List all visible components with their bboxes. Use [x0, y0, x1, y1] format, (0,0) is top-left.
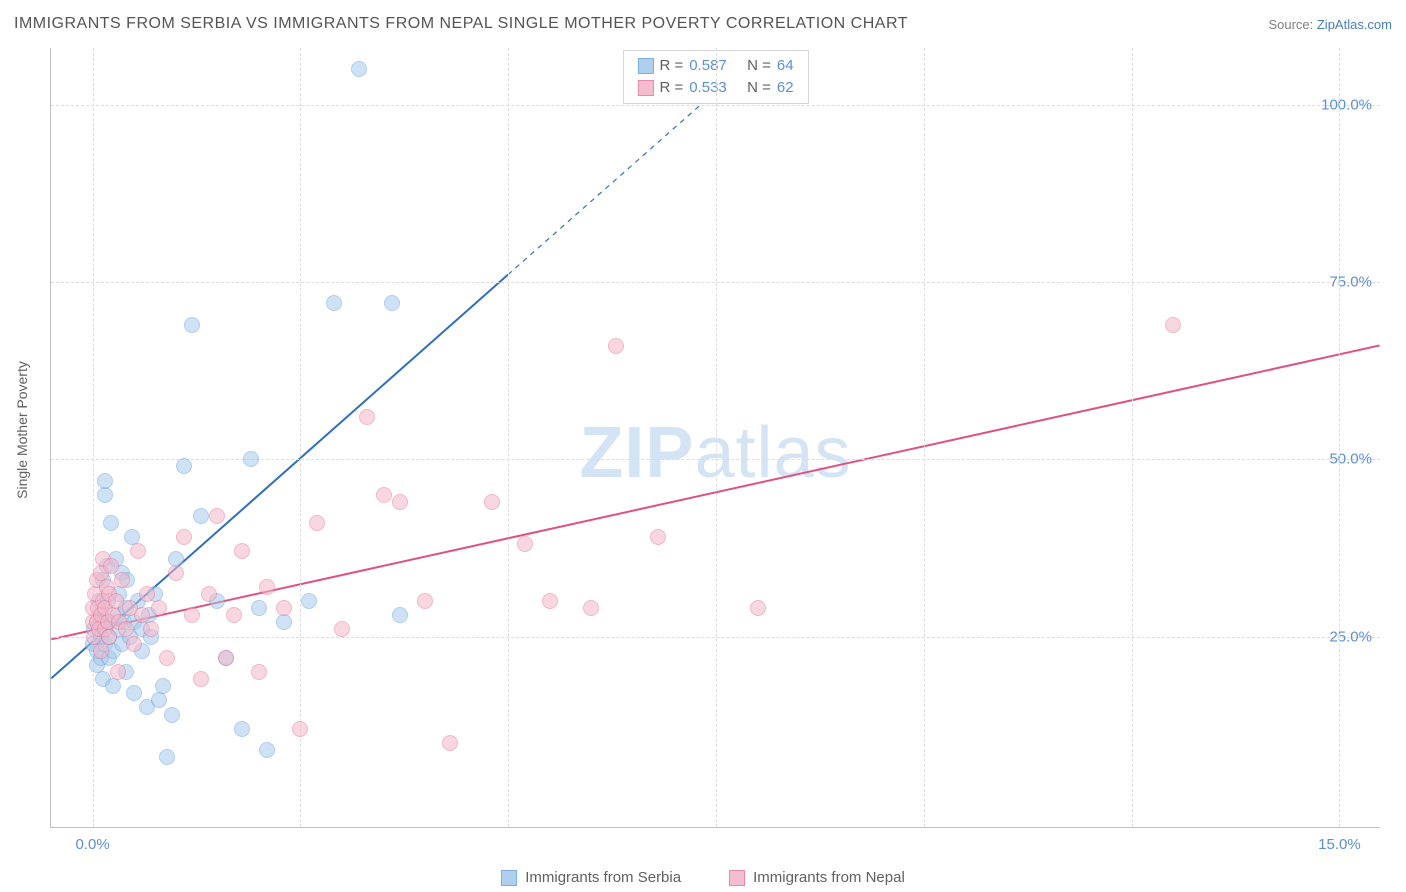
data-point	[184, 607, 200, 623]
data-point	[126, 685, 142, 701]
data-point	[251, 600, 267, 616]
legend-item-serbia: Immigrants from Serbia	[501, 869, 681, 886]
data-point	[442, 735, 458, 751]
y-axis-label: Single Mother Poverty	[14, 361, 30, 499]
y-tick-label: 100.0%	[1321, 96, 1372, 113]
data-point	[259, 579, 275, 595]
data-point	[392, 494, 408, 510]
data-point	[130, 543, 146, 559]
data-point	[259, 742, 275, 758]
data-point	[750, 600, 766, 616]
data-point	[139, 586, 155, 602]
data-point	[226, 607, 242, 623]
data-point	[384, 295, 400, 311]
data-point	[1165, 317, 1181, 333]
data-point	[159, 650, 175, 666]
data-point	[234, 721, 250, 737]
source-attribution: Source: ZipAtlas.com	[1268, 17, 1392, 32]
swatch-serbia	[637, 58, 653, 74]
data-point	[650, 529, 666, 545]
data-point	[126, 636, 142, 652]
gridline-v	[300, 48, 301, 827]
data-point	[276, 614, 292, 630]
legend-item-nepal: Immigrants from Nepal	[729, 869, 905, 886]
gridline-v	[924, 48, 925, 827]
data-point	[351, 61, 367, 77]
x-tick-label: 0.0%	[75, 836, 109, 853]
data-point	[151, 692, 167, 708]
data-point	[326, 295, 342, 311]
data-point	[301, 593, 317, 609]
data-point	[309, 515, 325, 531]
data-point	[542, 593, 558, 609]
data-point	[359, 409, 375, 425]
data-point	[93, 643, 109, 659]
data-point	[193, 671, 209, 687]
swatch-nepal	[637, 80, 653, 96]
data-point	[110, 664, 126, 680]
data-point	[105, 678, 121, 694]
data-point	[234, 543, 250, 559]
data-point	[392, 607, 408, 623]
data-point	[334, 621, 350, 637]
data-point	[608, 338, 624, 354]
data-point	[193, 508, 209, 524]
data-point	[101, 629, 117, 645]
data-point	[97, 473, 113, 489]
data-point	[583, 600, 599, 616]
gridline-v	[93, 48, 94, 827]
data-point	[114, 572, 130, 588]
data-point	[243, 451, 259, 467]
y-tick-label: 75.0%	[1329, 274, 1372, 291]
gridline-v	[1339, 48, 1340, 827]
data-point	[97, 487, 113, 503]
data-point	[176, 458, 192, 474]
swatch-serbia-icon	[501, 870, 517, 886]
swatch-nepal-icon	[729, 870, 745, 886]
data-point	[103, 515, 119, 531]
data-point	[176, 529, 192, 545]
data-point	[143, 621, 159, 637]
data-point	[201, 586, 217, 602]
data-point	[159, 749, 175, 765]
data-point	[168, 565, 184, 581]
gridline-v	[716, 48, 717, 827]
gridline-v	[1132, 48, 1133, 827]
data-point	[184, 317, 200, 333]
data-point	[292, 721, 308, 737]
chart-title: IMMIGRANTS FROM SERBIA VS IMMIGRANTS FRO…	[14, 15, 908, 33]
data-point	[151, 600, 167, 616]
data-point	[517, 536, 533, 552]
data-point	[376, 487, 392, 503]
data-point	[276, 600, 292, 616]
source-link[interactable]: ZipAtlas.com	[1317, 17, 1392, 32]
data-point	[417, 593, 433, 609]
gridline-v	[508, 48, 509, 827]
data-point	[218, 650, 234, 666]
bottom-legend: Immigrants from Serbia Immigrants from N…	[0, 869, 1406, 886]
data-point	[251, 664, 267, 680]
x-tick-label: 15.0%	[1318, 836, 1361, 853]
scatter-chart: ZIPatlas R = 0.587 N = 64 R = 0.533 N = …	[50, 48, 1380, 828]
data-point	[484, 494, 500, 510]
data-point	[103, 558, 119, 574]
data-point	[164, 707, 180, 723]
y-tick-label: 25.0%	[1329, 628, 1372, 645]
y-tick-label: 50.0%	[1329, 451, 1372, 468]
data-point	[155, 678, 171, 694]
data-point	[209, 508, 225, 524]
